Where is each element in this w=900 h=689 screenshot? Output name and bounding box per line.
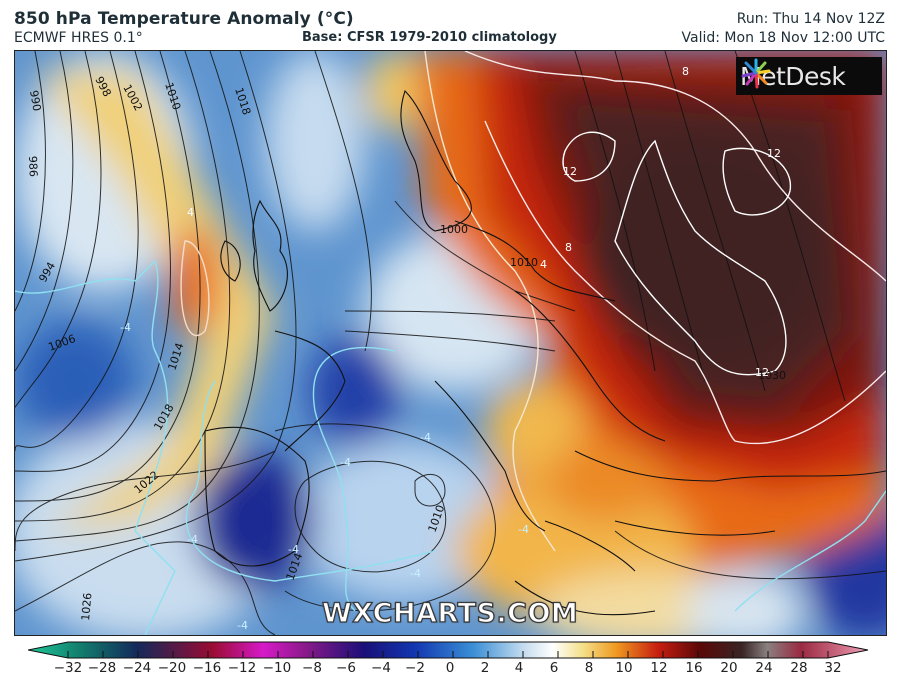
- metdesk-burst-icon: [741, 58, 771, 89]
- svg-text:-4: -4: [340, 456, 351, 469]
- colorbar-tick: −2: [405, 660, 425, 676]
- svg-text:-4: -4: [237, 619, 248, 632]
- colorbar-tick: −16: [192, 660, 222, 676]
- colorbar-tick: −28: [87, 660, 117, 676]
- svg-text:-4: -4: [187, 533, 198, 546]
- svg-text:4: 4: [540, 258, 547, 271]
- anomaly-field: 990 998 1002 1010 1018 986 994 1006 1014…: [15, 51, 886, 635]
- colorbar-tick: −10: [262, 660, 292, 676]
- colorbar-tick: 10: [615, 660, 633, 676]
- colorbar: [28, 641, 869, 659]
- colorbar-tick: −20: [157, 660, 187, 676]
- colorbar-tick: 6: [549, 660, 559, 676]
- colorbar-tick: 20: [720, 660, 738, 676]
- svg-text:12: 12: [755, 366, 769, 379]
- weather-map: 990 998 1002 1010 1018 986 994 1006 1014…: [14, 50, 887, 636]
- svg-text:1010: 1010: [510, 256, 538, 269]
- svg-text:-4: -4: [420, 431, 431, 444]
- colorbar-tick: 2: [480, 660, 490, 676]
- svg-text:8: 8: [565, 241, 572, 254]
- svg-text:-4: -4: [518, 523, 529, 536]
- colorbar-tick: 24: [755, 660, 773, 676]
- svg-text:-4: -4: [288, 543, 299, 556]
- model-label: ECMWF HRES 0.1°: [14, 30, 143, 46]
- chart-title: 850 hPa Temperature Anomaly (°C): [14, 9, 354, 29]
- colorbar-tick: −32: [53, 660, 83, 676]
- colorbar-tick: 0: [445, 660, 455, 676]
- svg-text:-4: -4: [410, 567, 421, 580]
- colorbar-tick: 32: [824, 660, 842, 676]
- colorbar-tick: −4: [371, 660, 391, 676]
- colorbar-tick: −8: [302, 660, 322, 676]
- coastlines: [204, 89, 886, 616]
- svg-text:986: 986: [26, 156, 40, 177]
- colorbar-tick: −12: [227, 660, 257, 676]
- colorbar-tick: 8: [584, 660, 594, 676]
- colorbar-tick-labels: −32 −28 −24 −20 −16 −12 −10 −8 −6 −4 −2 …: [0, 660, 900, 680]
- svg-text:8: 8: [682, 65, 689, 78]
- colorbar-tick: 28: [790, 660, 808, 676]
- colorbar-tick: −24: [122, 660, 152, 676]
- colorbar-tick: 16: [685, 660, 703, 676]
- colorbar-tick: 12: [650, 660, 668, 676]
- svg-text:12: 12: [563, 165, 577, 178]
- climatology-base-label: Base: CFSR 1979-2010 climatology: [302, 30, 557, 45]
- svg-text:1026: 1026: [79, 592, 94, 621]
- anomaly-contours: [15, 51, 886, 635]
- run-time-label: Run: Thu 14 Nov 12Z: [736, 11, 885, 27]
- colorbar-tick: −6: [336, 660, 356, 676]
- svg-text:-4: -4: [120, 321, 131, 334]
- valid-time-label: Valid: Mon 18 Nov 12:00 UTC: [681, 30, 885, 46]
- svg-text:1030: 1030: [758, 369, 786, 382]
- metdesk-logo: MetDesk: [736, 57, 882, 95]
- svg-text:1000: 1000: [440, 223, 468, 236]
- colorbar-tick: 4: [514, 660, 524, 676]
- svg-text:4: 4: [187, 206, 194, 219]
- wxcharts-watermark: WXCHARTS.COM: [321, 597, 579, 629]
- svg-text:12: 12: [767, 147, 781, 160]
- svg-text:990: 990: [27, 89, 43, 112]
